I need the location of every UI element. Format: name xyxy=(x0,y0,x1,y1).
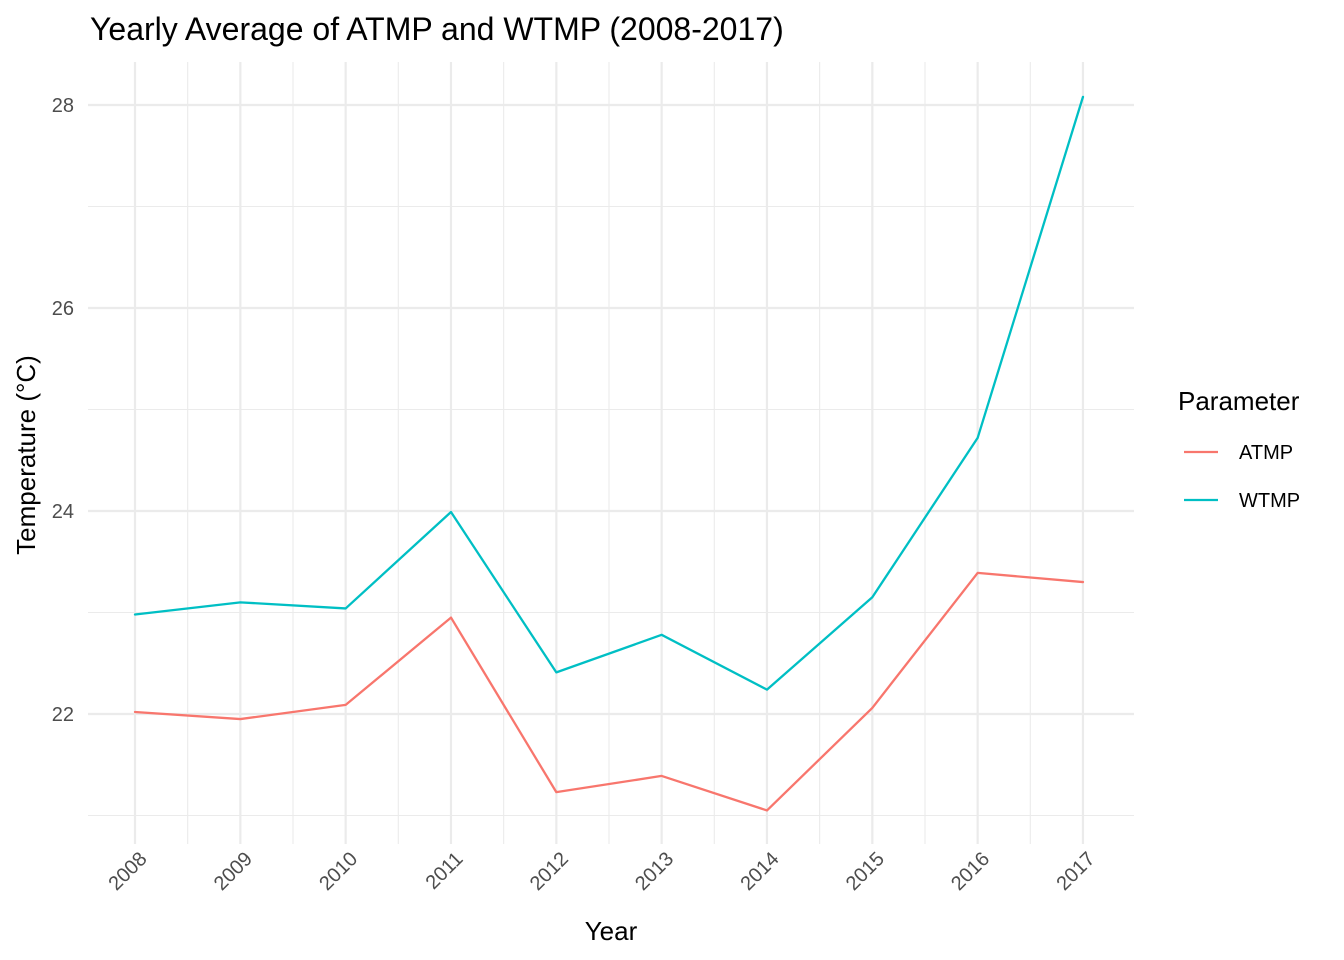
x-tick-label: 2015 xyxy=(842,848,889,895)
plot-grid xyxy=(88,62,1134,844)
x-tick-label: 2008 xyxy=(105,848,152,895)
y-tick-label: 28 xyxy=(52,95,74,117)
y-tick-label: 22 xyxy=(52,704,74,726)
x-tick-label: 2013 xyxy=(631,848,678,895)
y-axis-ticks: 22 24 26 28 xyxy=(52,95,74,726)
x-tick-label: 2012 xyxy=(526,848,573,895)
legend-label-wtmp: WTMP xyxy=(1239,490,1300,512)
x-tick-label: 2011 xyxy=(422,848,468,894)
y-tick-label: 24 xyxy=(52,501,74,523)
chart-title: Yearly Average of ATMP and WTMP (2008-20… xyxy=(90,11,784,47)
x-tick-label: 2017 xyxy=(1052,848,1099,895)
legend-title: Parameter xyxy=(1178,386,1300,416)
y-axis-title: Temperature (°C) xyxy=(11,355,41,555)
series-line-atmp xyxy=(133,571,1085,812)
x-axis-title: Year xyxy=(585,916,638,946)
x-tick-label: 2016 xyxy=(947,848,994,895)
x-tick-label: 2014 xyxy=(736,848,783,895)
x-tick-label: 2010 xyxy=(315,848,362,895)
legend: Parameter ATMP WTMP xyxy=(1178,386,1300,512)
legend-label-atmp: ATMP xyxy=(1239,442,1293,464)
legend-items: ATMP WTMP xyxy=(1184,442,1300,512)
series-line-wtmp xyxy=(133,95,1085,691)
x-axis-ticks: 2008 2009 2010 2011 2012 2013 2014 2015 2016 2017 xyxy=(105,848,1100,895)
y-tick-label: 26 xyxy=(52,298,74,320)
x-tick-label: 2009 xyxy=(210,848,257,895)
series-lines xyxy=(133,95,1085,812)
